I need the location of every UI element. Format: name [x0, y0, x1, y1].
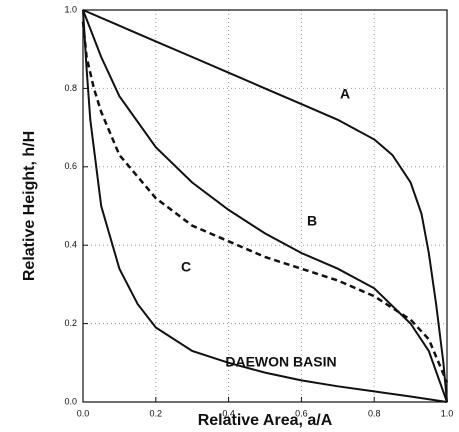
y-tick-label: 0.6: [64, 161, 77, 171]
x-tick-label: 0.8: [368, 408, 381, 418]
series-line: [82, 9, 448, 403]
x-axis-label: Relative Area, a/A: [198, 412, 333, 429]
series-label: DAEWON BASIN: [225, 354, 336, 370]
x-tick-label: 0.0: [77, 408, 90, 418]
y-axis-label: Relative Height, h/H: [21, 131, 38, 281]
series-label: B: [307, 213, 317, 229]
y-tick-label: 0.0: [64, 396, 77, 406]
x-tick-label: 0.2: [150, 408, 163, 418]
y-tick-label: 0.2: [64, 318, 77, 328]
series-line: [82, 9, 448, 403]
y-tick-label: 0.8: [64, 83, 77, 93]
x-tick-label: 0.4: [222, 408, 235, 418]
y-tick-label: 1.0: [64, 4, 77, 14]
y-tick-label: 0.4: [64, 240, 77, 250]
plot-frame: [82, 9, 448, 403]
series-line: [82, 9, 448, 403]
series-label: C: [181, 259, 191, 275]
series-line: [81, 21, 449, 383]
series-label: A: [340, 86, 350, 102]
x-tick-label: 1.0: [441, 408, 454, 418]
x-tick-label: 0.6: [295, 408, 308, 418]
